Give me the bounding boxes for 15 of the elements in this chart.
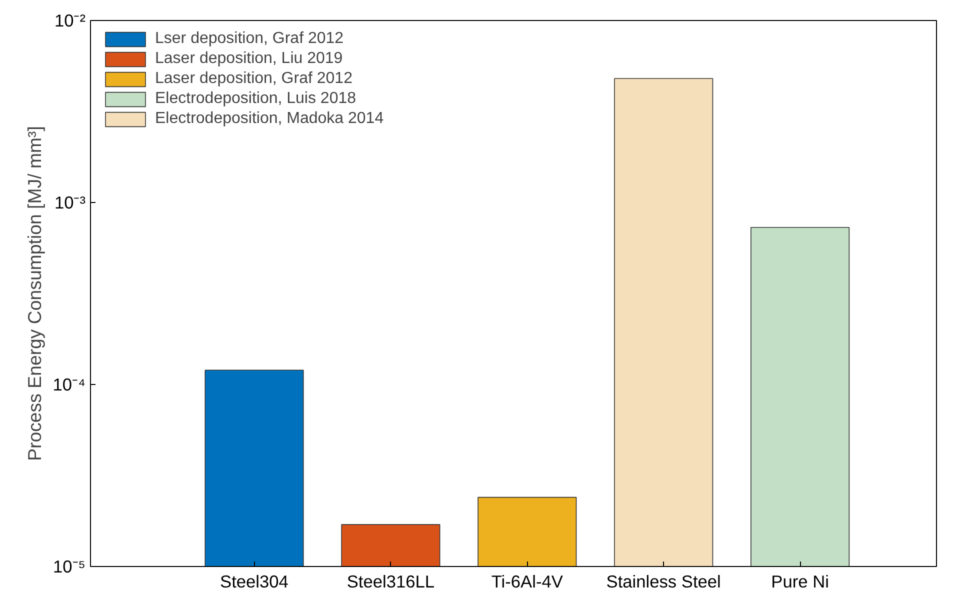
x-tick-label: Steel316LL	[346, 572, 435, 592]
y-tick-label: 10⁻⁴	[52, 374, 86, 394]
y-axis-title: Process Energy Consumption [MJ/ mm³]	[24, 126, 45, 461]
legend-label: Laser deposition, Liu 2019	[155, 50, 343, 68]
legend-label: Laser deposition, Graf 2012	[155, 70, 352, 88]
legend-label: Electrodeposition, Madoka 2014	[155, 110, 384, 128]
x-tick-label: Ti-6Al-4V	[491, 572, 564, 592]
y-tick-label: 10⁻⁵	[53, 556, 86, 576]
y-tick-label: 10⁻³	[54, 192, 86, 212]
x-tick-label: Pure Ni	[771, 572, 829, 592]
legend-label: Electrodeposition, Luis 2018	[155, 90, 356, 108]
x-tick-label: Steel304	[220, 572, 289, 592]
x-tick-label: Stainless Steel	[606, 572, 721, 592]
legend-label: Lser deposition, Graf 2012	[155, 30, 344, 48]
y-tick-label: 10⁻²	[54, 10, 86, 30]
